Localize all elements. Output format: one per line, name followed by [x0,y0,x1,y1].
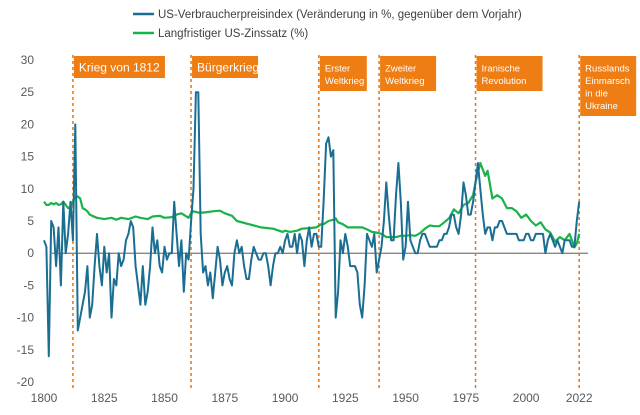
event-lines [72,55,580,388]
x-axis: 1800 1825 1850 1875 1900 1925 1950 1975 2000 2022 [31,391,593,405]
x-tick-label: 1875 [211,391,238,405]
legend-label-rate: Langfristiger US-Zinssatz (%) [158,28,308,40]
y-tick-label: -15 [17,343,35,357]
event-box [73,56,165,78]
event-label: Bürgerkrieg [197,61,259,75]
y-tick-label: 10 [21,182,35,196]
y-axis: 30 25 20 15 10 5 0 -5 -10 -15 -20 [17,53,35,389]
event-label: Iranische [482,64,521,75]
event-label: Revolution [482,76,527,87]
x-tick-label: 1800 [31,391,58,405]
x-tick-label: 2000 [513,391,540,405]
y-tick-label: 15 [21,150,35,164]
y-tick-label: 5 [27,214,34,228]
event-label: Erster [325,64,350,75]
x-tick-label: 1900 [272,391,299,405]
x-tick-label: 1925 [332,391,359,405]
event-box [580,56,637,116]
event-label: Russlands [585,64,630,75]
event-box [380,56,437,91]
event-annotation: Krieg von 1812 [73,56,165,78]
x-tick-label: 1975 [453,391,480,405]
event-label: Krieg von 1812 [79,61,160,75]
y-tick-label: 30 [21,53,35,67]
event-label: in die [585,89,608,100]
cpi-series-line [43,91,581,358]
event-label: Ukraine [585,101,618,112]
legend: US-Verbraucherpreisindex (Veränderung in… [133,9,522,40]
x-tick-label: 2022 [566,391,593,405]
event-box [192,56,259,78]
x-tick-label: 1850 [151,391,178,405]
event-box [476,56,543,91]
event-label: Weltkrieg [325,76,364,87]
y-tick-label: 20 [21,117,35,131]
y-tick-label: -10 [17,311,35,325]
legend-label-cpi: US-Verbraucherpreisindex (Veränderung in… [158,9,522,21]
y-tick-label: 25 [21,85,35,99]
x-tick-label: 1950 [392,391,419,405]
y-tick-label: -5 [23,278,34,292]
event-annotations: Krieg von 1812 Bürgerkrieg ErsterWeltkrieg… [73,56,637,116]
series-lines [43,91,581,358]
event-label: Einmarsch [585,76,630,87]
event-label: Zweiter [385,64,416,75]
x-tick-label: 1825 [91,391,118,405]
interest-rate-series-line [43,161,581,249]
y-tick-label: 0 [27,246,34,260]
event-label: Weltkrieg [385,76,424,87]
event-annotation: Bürgerkrieg [192,56,259,78]
event-box [319,56,367,91]
y-tick-label: -20 [17,375,35,389]
